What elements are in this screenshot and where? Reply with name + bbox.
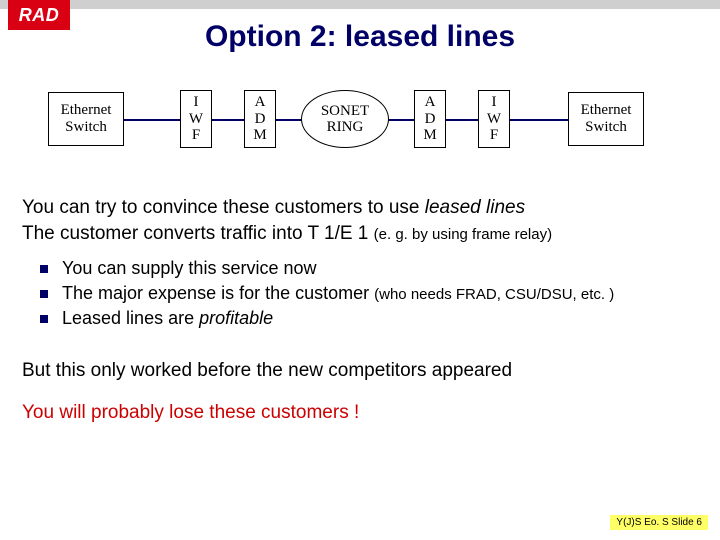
text-line: The customer converts traffic into T 1/E… — [22, 221, 552, 247]
text-small: (who needs FRAD, CSU/DSU, etc. ) — [374, 286, 614, 303]
node-label: I — [194, 94, 199, 111]
text: The major expense is for the customer — [62, 283, 374, 303]
node-label: Switch — [65, 119, 107, 136]
node-label: SONET — [321, 103, 369, 120]
node-label: Ethernet — [61, 102, 112, 119]
node-sonet-ring: SONET RING — [301, 90, 389, 148]
bullet-item: You can supply this service now — [40, 258, 614, 279]
text-small: (e. g. by using frame relay) — [374, 226, 552, 243]
bullet-text: The major expense is for the customer (w… — [62, 283, 614, 304]
node-label: M — [253, 127, 266, 144]
network-diagram: Ethernet Switch I W F A D M SONET RING A… — [48, 80, 672, 160]
text: Leased lines are — [62, 308, 199, 328]
node-label: RING — [327, 119, 364, 136]
node-label: F — [192, 127, 200, 144]
paragraph-2: But this only worked before the new comp… — [22, 358, 512, 384]
node-label: D — [255, 111, 266, 128]
bullet-icon — [40, 290, 48, 298]
bullet-list: You can supply this service now The majo… — [40, 258, 614, 333]
node-label: M — [423, 127, 436, 144]
bullet-icon — [40, 265, 48, 273]
text-italic: profitable — [199, 308, 273, 328]
paragraph-warning: You will probably lose these customers ! — [22, 400, 359, 426]
top-band — [0, 0, 720, 9]
bullet-text: You can supply this service now — [62, 258, 316, 279]
text: The customer converts traffic into T 1/E… — [22, 223, 374, 244]
bullet-text: Leased lines are profitable — [62, 308, 273, 329]
node-label: I — [492, 94, 497, 111]
node-label: A — [425, 94, 436, 111]
slide: RAD Option 2: leased lines Ethernet Swit… — [0, 0, 720, 540]
bullet-item: The major expense is for the customer (w… — [40, 283, 614, 304]
text-line: You can try to convince these customers … — [22, 195, 552, 221]
node-ethernet-switch-left: Ethernet Switch — [48, 92, 124, 146]
paragraph-1: You can try to convince these customers … — [22, 195, 552, 246]
node-label: Switch — [585, 119, 627, 136]
node-iwf-right: I W F — [478, 90, 510, 148]
node-label: D — [425, 111, 436, 128]
bullet-icon — [40, 315, 48, 323]
node-label: W — [487, 111, 501, 128]
slide-footer: Y(J)S Eo. S Slide 6 — [610, 515, 708, 530]
node-adm-right: A D M — [414, 90, 446, 148]
node-ethernet-switch-right: Ethernet Switch — [568, 92, 644, 146]
node-label: A — [255, 94, 266, 111]
bullet-item: Leased lines are profitable — [40, 308, 614, 329]
slide-title: Option 2: leased lines — [0, 20, 720, 54]
node-label: Ethernet — [581, 102, 632, 119]
node-adm-left: A D M — [244, 90, 276, 148]
node-label: W — [189, 111, 203, 128]
node-iwf-left: I W F — [180, 90, 212, 148]
text-italic: leased lines — [425, 197, 525, 218]
node-label: F — [490, 127, 498, 144]
text: You can try to convince these customers … — [22, 197, 425, 218]
